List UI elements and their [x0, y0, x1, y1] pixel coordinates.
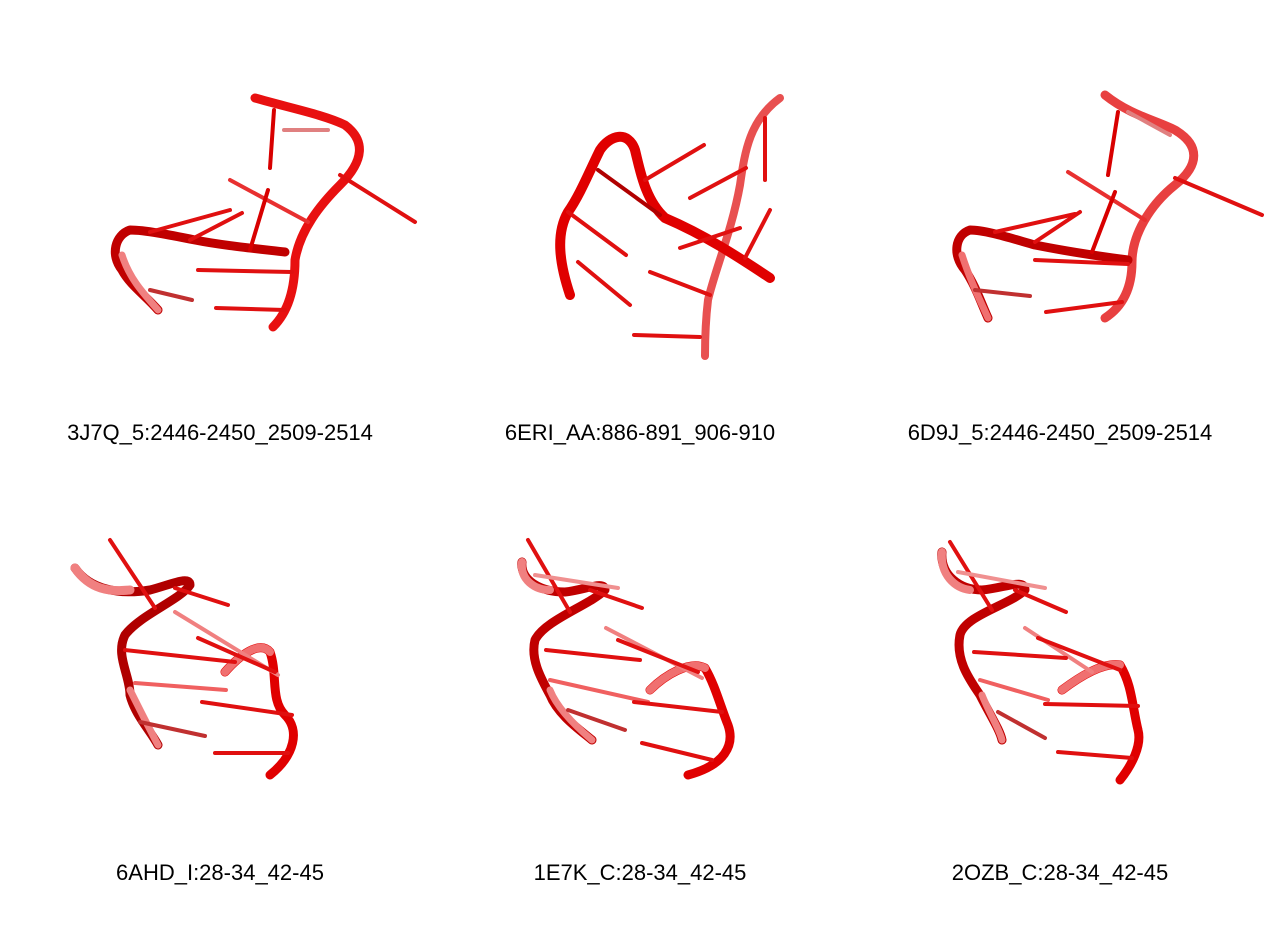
structure-label: 6AHD_I:28-34_42-45 [116, 860, 324, 885]
structure-label: 2OZB_C:28-34_42-45 [951, 860, 1169, 885]
rna-structure-image [937, 540, 1144, 785]
structure-panel: 3J7Q_5:2446-2450_2509-2514 [30, 0, 417, 445]
rna-structure-image [517, 538, 735, 780]
structure-label: 6D9J_5:2446-2450_2509-2514 [907, 420, 1213, 445]
structure-panel: 2OZB_C:28-34_42-45 [870, 440, 1250, 885]
rna-structure-image [555, 94, 784, 360]
rna-structure-image [70, 538, 298, 780]
structure-panel: 6ERI_AA:886-891_906-910 [450, 0, 830, 445]
rna-structure-image [110, 93, 417, 332]
structure-panel: 1E7K_C:28-34_42-45 [450, 440, 830, 885]
structure-panel: 6AHD_I:28-34_42-45 [30, 440, 410, 885]
structure-panel: 6D9J_5:2446-2450_2509-2514 [870, 0, 1264, 445]
rna-structure-image [952, 90, 1264, 323]
structure-label: 1E7K_C:28-34_42-45 [533, 860, 747, 885]
structure-label: 6ERI_AA:886-891_906-910 [504, 420, 776, 445]
structure-label: 3J7Q_5:2446-2450_2509-2514 [67, 420, 373, 445]
